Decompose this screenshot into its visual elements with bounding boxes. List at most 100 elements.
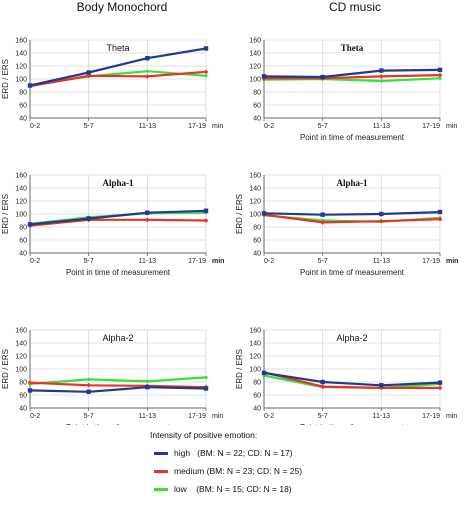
chart2-ytick-label: 60	[19, 238, 27, 245]
chart4-title: Alpha-2	[102, 333, 133, 343]
chart2-title: Alpha-1	[102, 178, 134, 188]
chart3-xtick-label: 11-13	[373, 258, 390, 265]
legend-name-high: high	[174, 448, 191, 458]
legend-swatch-high	[154, 451, 168, 455]
chart4-ytick-label: 60	[19, 393, 27, 400]
chart0-point-low	[145, 69, 149, 73]
chart4-point-low	[204, 375, 208, 380]
chart3-title: Alpha-1	[336, 178, 368, 188]
chart1-xtick-label: 0-2	[264, 123, 274, 130]
chart3-series-high-line	[263, 211, 441, 216]
chart1-xtick-label: 5-7	[318, 123, 328, 130]
chart0-ytick-label: 40	[19, 116, 27, 123]
chart3-point-medium	[437, 216, 443, 222]
chart1-xlabel: Point in time of measurement	[300, 133, 405, 142]
chart5-xtick-label: 0-2	[264, 413, 274, 420]
chart2-point-medium	[203, 218, 209, 223]
chart1-point-high	[320, 74, 325, 80]
chart4-xtick-label: 5-7	[84, 413, 94, 420]
chart4-point-medium	[86, 382, 92, 388]
chart0-point-high	[203, 46, 209, 51]
chart3-xtick-label: 5-7	[318, 258, 328, 265]
chart4-point-low	[87, 377, 91, 381]
chart3-point-high	[320, 212, 325, 217]
chart4-xtick-label: 17-19	[188, 413, 206, 420]
chart1-point-low	[438, 76, 442, 80]
chart1-ytick-label: 60	[253, 103, 261, 110]
chart5-ytick-label: 120	[249, 354, 261, 361]
chart2-xlabel: Point in time of measurement	[66, 268, 171, 277]
chart1-ytick-label: 80	[253, 90, 261, 97]
legend-item-medium: medium (BM: N = 23; CD: N = 25)	[154, 464, 450, 478]
chart2-xtick-label: 17-19	[188, 258, 206, 265]
chart5-point-medium	[320, 384, 326, 389]
chart1-point-medium	[378, 74, 384, 79]
chart0-ytick-label: 80	[19, 90, 27, 97]
chart3-ytick-label: 120	[249, 199, 261, 206]
chart5-ytick-label: 140	[249, 341, 261, 348]
chart1-xtick-label: 11-13	[373, 123, 390, 130]
chart0-point-low	[204, 74, 208, 78]
chart0-ylabel: ERD / ERS	[1, 59, 10, 99]
chart3-point-high	[379, 211, 384, 217]
chart3-xlabel: Point in time of measurement	[300, 268, 405, 277]
chart4-point-medium	[27, 380, 33, 386]
chart0-ytick-label: 140	[15, 51, 27, 58]
chart2-ytick-label: 160	[15, 173, 27, 180]
chart5-title: Alpha-2	[336, 333, 367, 343]
chart2-ytick-label: 40	[19, 251, 27, 258]
chart1-xtick-label: 17-19	[422, 123, 440, 130]
chart3-ytick-label: 40	[253, 251, 261, 258]
chart2-xtick-label: 5-7	[84, 258, 94, 265]
chart1-ytick-label: 100	[249, 77, 261, 84]
chart5-point-high	[320, 379, 325, 385]
legend-item-low: low (BM: N = 15; CD: N = 18)	[154, 482, 450, 496]
chart0-xtick-label: 17-19	[188, 123, 206, 130]
chart1-series-medium-line	[264, 74, 441, 80]
chart4-xtick-label: 11-13	[139, 413, 156, 420]
chart3-point-high	[261, 211, 267, 216]
chart1-ytick-label: 120	[249, 64, 261, 71]
chart2-ylabel: ERD / ERS	[1, 194, 10, 234]
chart2-ytick-label: 100	[15, 212, 27, 219]
chart3-ytick-label: 160	[249, 173, 261, 180]
chart2-point-high	[86, 216, 91, 221]
chart1-x-unit: min	[446, 123, 457, 130]
chart4-x-unit: min	[212, 413, 223, 420]
legend-name-low: low	[174, 484, 187, 494]
chart4-xtick-label: 0-2	[30, 413, 40, 420]
chart5-xtick-label: 5-7	[318, 413, 328, 420]
chart1-ytick-label: 160	[249, 38, 261, 45]
chart5-point-high	[437, 380, 443, 385]
chart4-xlabel: Point in time of measurement	[66, 423, 171, 425]
chart0-point-high	[145, 56, 150, 61]
chart0-ytick-label: 60	[19, 103, 27, 110]
chart2-point-medium	[144, 217, 150, 223]
column-title-body-monochord: Body Monochord	[76, 0, 168, 14]
legend-detail-high: (BM: N = 22; CD: N = 17)	[197, 448, 293, 458]
chart0-series-high-line	[29, 47, 207, 87]
chart4-point-high	[86, 389, 91, 394]
chart5-ytick-label: 80	[253, 380, 261, 387]
chart1-ytick-label: 40	[253, 116, 261, 123]
legend-swatch-low	[154, 487, 168, 491]
chart0-point-medium	[144, 74, 150, 79]
chart3-point-high	[437, 209, 443, 215]
legend-name-medium: medium	[174, 466, 205, 476]
chart4-ytick-label: 140	[15, 341, 27, 348]
chart3-x-unit: min	[446, 258, 458, 265]
chart5-xtick-label: 17-19	[422, 413, 440, 420]
chart5-xtick-label: 11-13	[373, 413, 390, 420]
chart5-series-medium-line	[263, 371, 440, 389]
legend: Intensity of positive emotion: high (BM:…	[150, 430, 450, 500]
chart2-series-high-line	[29, 209, 207, 226]
chart1-title: Theta	[341, 43, 364, 53]
chart0-xtick-label: 11-13	[139, 123, 156, 130]
chart2-x-unit: min	[212, 258, 224, 265]
chart0-point-high	[27, 83, 33, 88]
chart2-point-high	[203, 208, 209, 213]
chart0-ytick-label: 100	[15, 77, 27, 84]
chart0-x-unit: min	[212, 123, 223, 130]
chart4-point-high	[145, 385, 150, 390]
chart5-ytick-label: 160	[249, 328, 261, 335]
